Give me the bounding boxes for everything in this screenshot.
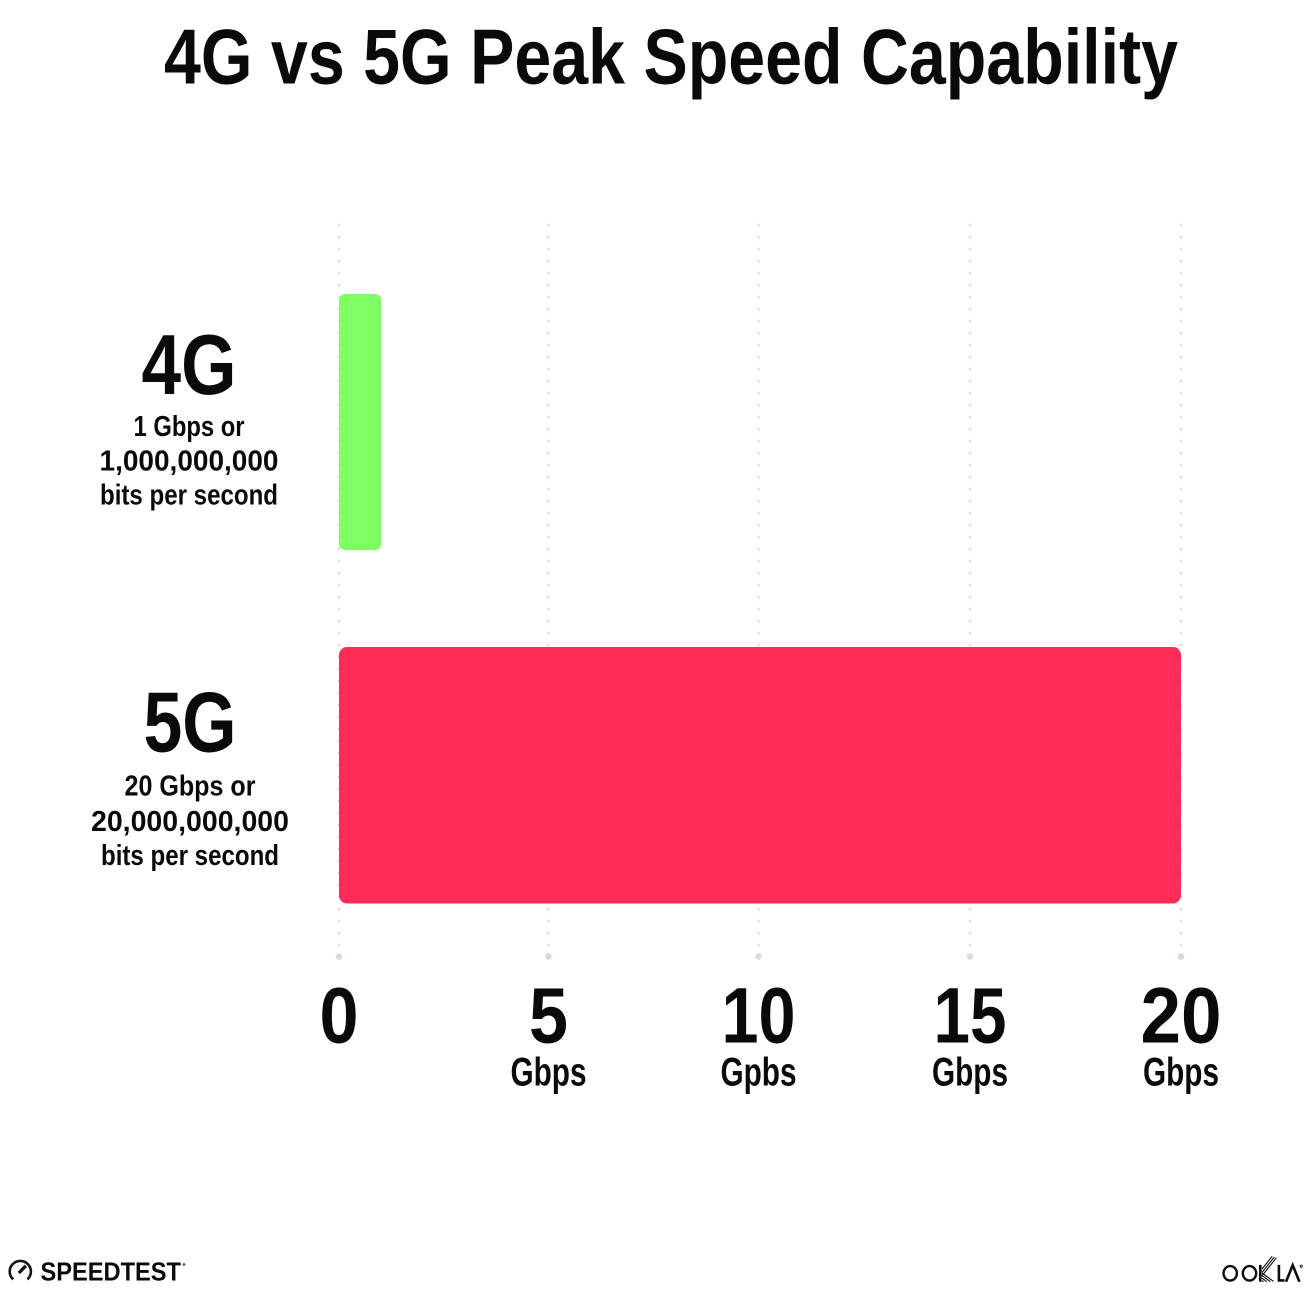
svg-text:20,000,000,000: 20,000,000,000 [91,806,289,838]
svg-text:5G: 5G [144,676,237,771]
svg-text:20: 20 [1141,971,1222,1060]
svg-text:4G: 4G [142,318,237,413]
svg-text:4G vs 5G Peak Speed Capability: 4G vs 5G Peak Speed Capability [164,15,1178,101]
svg-text:Gbps: Gbps [511,1051,587,1095]
svg-text:10: 10 [722,971,796,1060]
svg-text:bits per second: bits per second [100,480,278,512]
svg-text:Gpbs: Gpbs [721,1051,797,1095]
svg-text:0: 0 [320,971,359,1060]
svg-text:20 Gbps or: 20 Gbps or [125,770,256,802]
svg-text:Gbps: Gbps [1143,1051,1219,1095]
svg-text:1,000,000,000: 1,000,000,000 [100,445,279,477]
svg-text:1 Gbps or: 1 Gbps or [134,411,245,443]
svg-text:5: 5 [529,971,568,1060]
svg-text:bits per second: bits per second [101,840,279,872]
svg-text:SPEEDTEST: SPEEDTEST [41,1259,182,1287]
svg-text:15: 15 [934,971,1007,1060]
svg-text:Gbps: Gbps [932,1051,1008,1095]
